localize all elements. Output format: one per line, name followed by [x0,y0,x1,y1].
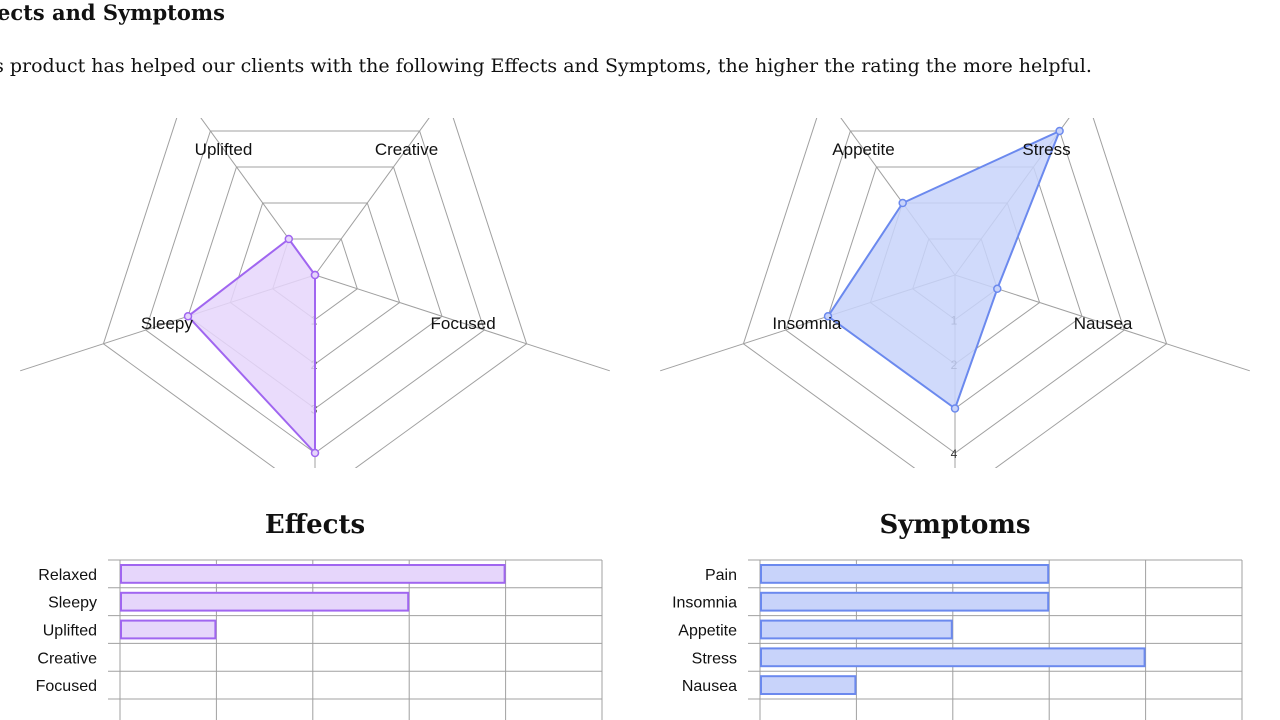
intro-text: is product has helped our clients with t… [0,55,1092,77]
radar-axis-label-insomnia: Insomnia [772,314,842,333]
bar-category-label-insomnia: Insomnia [672,595,737,612]
bar-category-label-relaxed: Relaxed [38,567,97,584]
section-heading: fects and Symptoms [0,0,225,25]
effects-bar-chart: Effects Relaxed Sleepy Uplifted Creative Focu… [36,510,603,720]
bar-insomnia [760,591,1050,612]
radar-axis-label-uplifted: Uplifted [195,140,253,159]
radar-axis-label-focused: Focused [430,314,495,333]
bar-sleepy [120,591,410,612]
radar-spoke [314,274,610,372]
bar-category-label-focused: Focused [36,678,97,695]
bar-stress [760,647,1146,668]
radar-axis-label-nausea: Nausea [1074,314,1133,333]
radar-axis-label-sleepy: Sleepy [141,314,193,333]
radar-spoke [314,118,430,276]
bar-uplifted [120,619,217,640]
bar-category-label-nausea: Nausea [682,678,737,695]
bar-category-label-appetite: Appetite [678,623,737,640]
bar-category-label-stress: Stress [692,650,737,667]
radar-axis-label-appetite: Appetite [832,140,894,159]
radar-point-pain [950,404,960,413]
bar-category-label-sleepy: Sleepy [48,595,97,612]
radar-point-stress [1055,126,1064,136]
bar-appetite [760,619,953,640]
bar-chart-title: Symptoms [879,510,1030,540]
symptoms-radar-chart: 124PainInsomniaAppetiteStressNausea [660,118,1250,468]
radar-series-area [187,238,316,454]
bar-nausea [760,675,857,695]
radar-point-focused [310,270,320,280]
bar-relaxed [120,564,506,584]
effects-radar-chart: 123RelaxedSleepyUpliftedCreativeFocused [20,118,610,468]
radar-grid-ring [742,118,1168,468]
radar-axis-label-creative: Creative [375,140,438,159]
radar-point-relaxed [310,448,320,458]
radar-spoke [954,274,1250,372]
radar-point-sleepy [183,312,193,321]
radar-axis-label-stress: Stress [1022,140,1070,159]
radar-point-uplifted [284,234,294,244]
bar-pain [760,564,1050,584]
radar-grid-ring [145,130,485,454]
radar-tick-label: 4 [951,447,958,461]
bar-chart-title: Effects [265,510,365,540]
bar-category-label-pain: Pain [705,567,737,584]
radar-point-appetite [898,198,907,208]
radar-spoke [200,118,316,276]
radar-point-insomnia [823,312,833,321]
bar-category-label-uplifted: Uplifted [43,623,97,640]
radar-grid-ring [102,118,528,468]
radar-point-nausea [993,284,1002,294]
radar-grid-ring [785,130,1125,454]
bar-category-label-creative: Creative [37,650,97,667]
symptoms-bar-chart: Symptoms Pain Insomnia Appetite Stress Nausea [672,510,1243,720]
radar-series-area [827,130,1061,410]
